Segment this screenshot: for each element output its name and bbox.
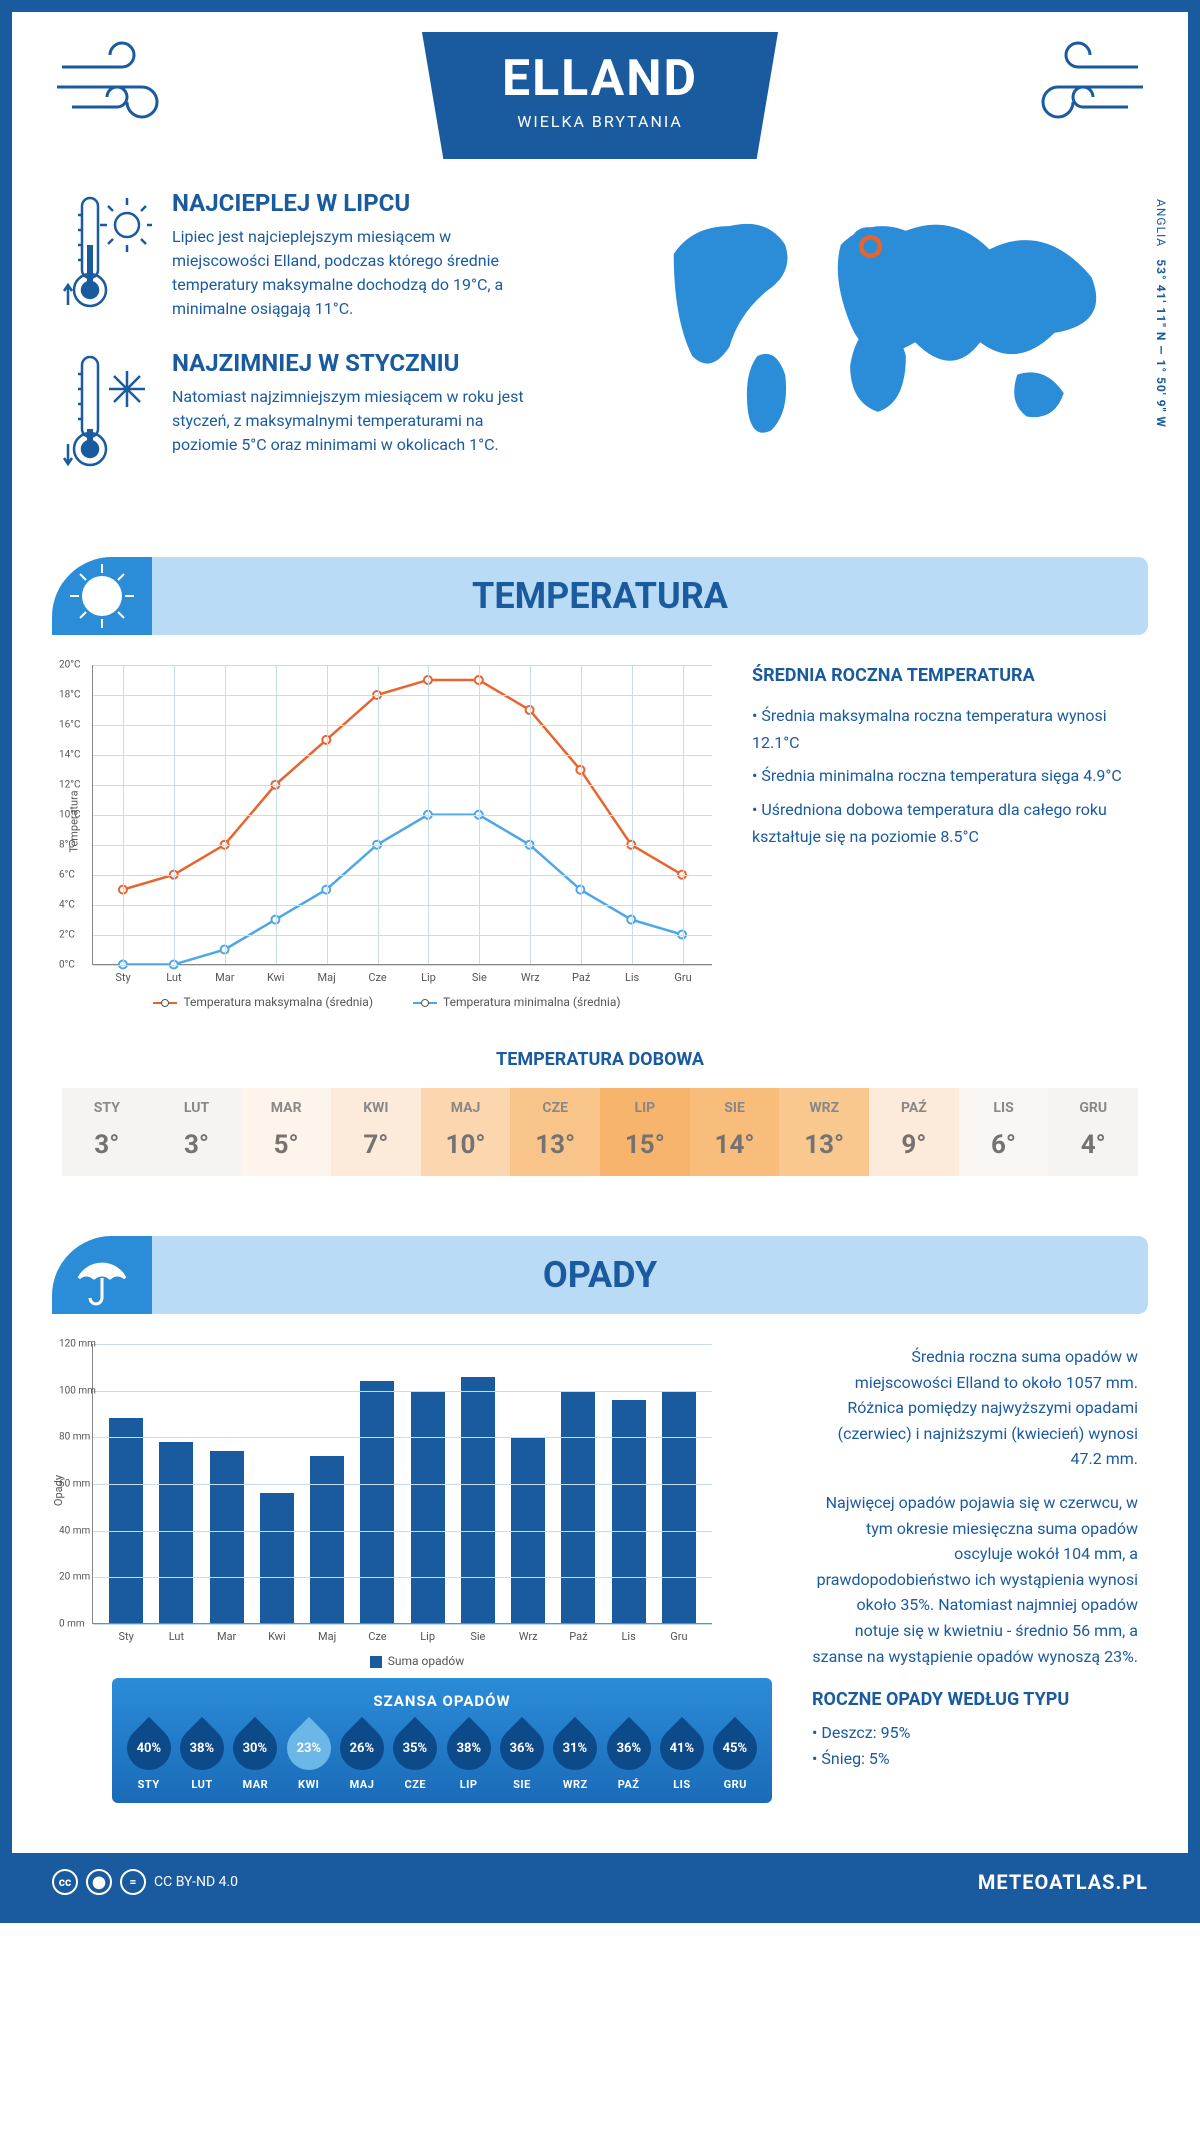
cc-icon: cc [52, 1869, 78, 1895]
cold-text: Natomiast najzimniejszym miesiącem w rok… [172, 385, 552, 457]
header: ELLAND WIELKA BRYTANIA [12, 12, 1188, 169]
chance-drop: 30%MAR [231, 1720, 279, 1791]
precipitation-summary: Średnia roczna suma opadów w miejscowośc… [812, 1344, 1138, 1833]
daily-temp-cell: WRZ13° [779, 1088, 869, 1176]
temperature-header: TEMPERATURA [52, 557, 1148, 635]
warm-text: Lipiec jest najcieplejszym miesiącem w m… [172, 225, 552, 321]
warm-title: NAJCIEPLEJ W LIPCU [172, 189, 552, 217]
sun-icon [52, 557, 152, 635]
wind-icon-right [1008, 32, 1148, 132]
city-title: ELLAND [502, 50, 698, 108]
chance-drop: 36%PAŹ [605, 1720, 653, 1791]
line-chart-legend: Temperatura maksymalna (średnia) Tempera… [62, 995, 712, 1009]
temperature-line-chart: Temperatura 0°C2°C4°C6°C8°C10°C12°C14°C1… [62, 665, 712, 1009]
coordinates: ANGLIA 53° 41' 11" N — 1° 50' 9" W [1154, 199, 1168, 428]
chance-drop: 23%KWI [285, 1720, 333, 1791]
daily-temp-cell: KWI7° [331, 1088, 421, 1176]
daily-temp-cell: MAJ10° [421, 1088, 511, 1176]
chance-drop: 41%LIS [658, 1720, 706, 1791]
daily-temp-cell: STY3° [62, 1088, 152, 1176]
chance-drop: 36%SIE [498, 1720, 546, 1791]
thermometer-hot-icon [62, 189, 152, 321]
site-name: METEOATLAS.PL [978, 1870, 1148, 1894]
chance-drop: 38%LUT [178, 1720, 226, 1791]
temperature-summary: ŚREDNIA ROCZNA TEMPERATURA • Średnia mak… [752, 665, 1138, 1009]
daily-temp-cell: MAR5° [241, 1088, 331, 1176]
daily-temp-cell: CZE13° [510, 1088, 600, 1176]
daily-temp-cell: SIE14° [690, 1088, 780, 1176]
cold-title: NAJZIMNIEJ W STYCZNIU [172, 349, 552, 377]
world-map: ANGLIA 53° 41' 11" N — 1° 50' 9" W [618, 189, 1138, 507]
bar-chart-legend: Suma opadów [62, 1654, 772, 1668]
country-subtitle: WIELKA BRYTANIA [502, 112, 698, 131]
nd-icon: = [120, 1869, 146, 1895]
chance-drop: 35%CZE [391, 1720, 439, 1791]
daily-temp-cell: PAŹ9° [869, 1088, 959, 1176]
by-icon: ⬤ [86, 1869, 112, 1895]
precipitation-header: OPADY [52, 1236, 1148, 1314]
license: cc ⬤ = CC BY-ND 4.0 [52, 1869, 238, 1895]
chance-drop: 26%MAJ [338, 1720, 386, 1791]
coldest-fact: NAJZIMNIEJ W STYCZNIU Natomiast najzimni… [62, 349, 588, 479]
chance-drop: 45%GRU [711, 1720, 759, 1791]
thermometer-cold-icon [62, 349, 152, 479]
umbrella-icon [52, 1236, 152, 1314]
footer: cc ⬤ = CC BY-ND 4.0 METEOATLAS.PL [12, 1853, 1188, 1911]
daily-temp-cell: LIS6° [959, 1088, 1049, 1176]
precipitation-bar-chart: Opady StyLutMarKwiMajCzeLipSieWrzPaźLisG… [62, 1344, 772, 1833]
daily-temp-cell: LUT3° [152, 1088, 242, 1176]
chance-drop: 38%LIP [445, 1720, 493, 1791]
chance-drop: 40%STY [125, 1720, 173, 1791]
warmest-fact: NAJCIEPLEJ W LIPCU Lipiec jest najcieple… [62, 189, 588, 321]
daily-temp-cell: LIP15° [600, 1088, 690, 1176]
wind-icon-left [52, 32, 192, 132]
precipitation-chance-box: SZANSA OPADÓW 40%STY38%LUT30%MAR23%KWI26… [112, 1678, 772, 1803]
title-banner: ELLAND WIELKA BRYTANIA [422, 32, 778, 159]
daily-temperature-table: TEMPERATURA DOBOWA STY3°LUT3°MAR5°KWI7°M… [12, 1039, 1188, 1216]
daily-temp-cell: GRU4° [1048, 1088, 1138, 1176]
chance-drop: 31%WRZ [551, 1720, 599, 1791]
intro-section: NAJCIEPLEJ W LIPCU Lipiec jest najcieple… [12, 169, 1188, 537]
